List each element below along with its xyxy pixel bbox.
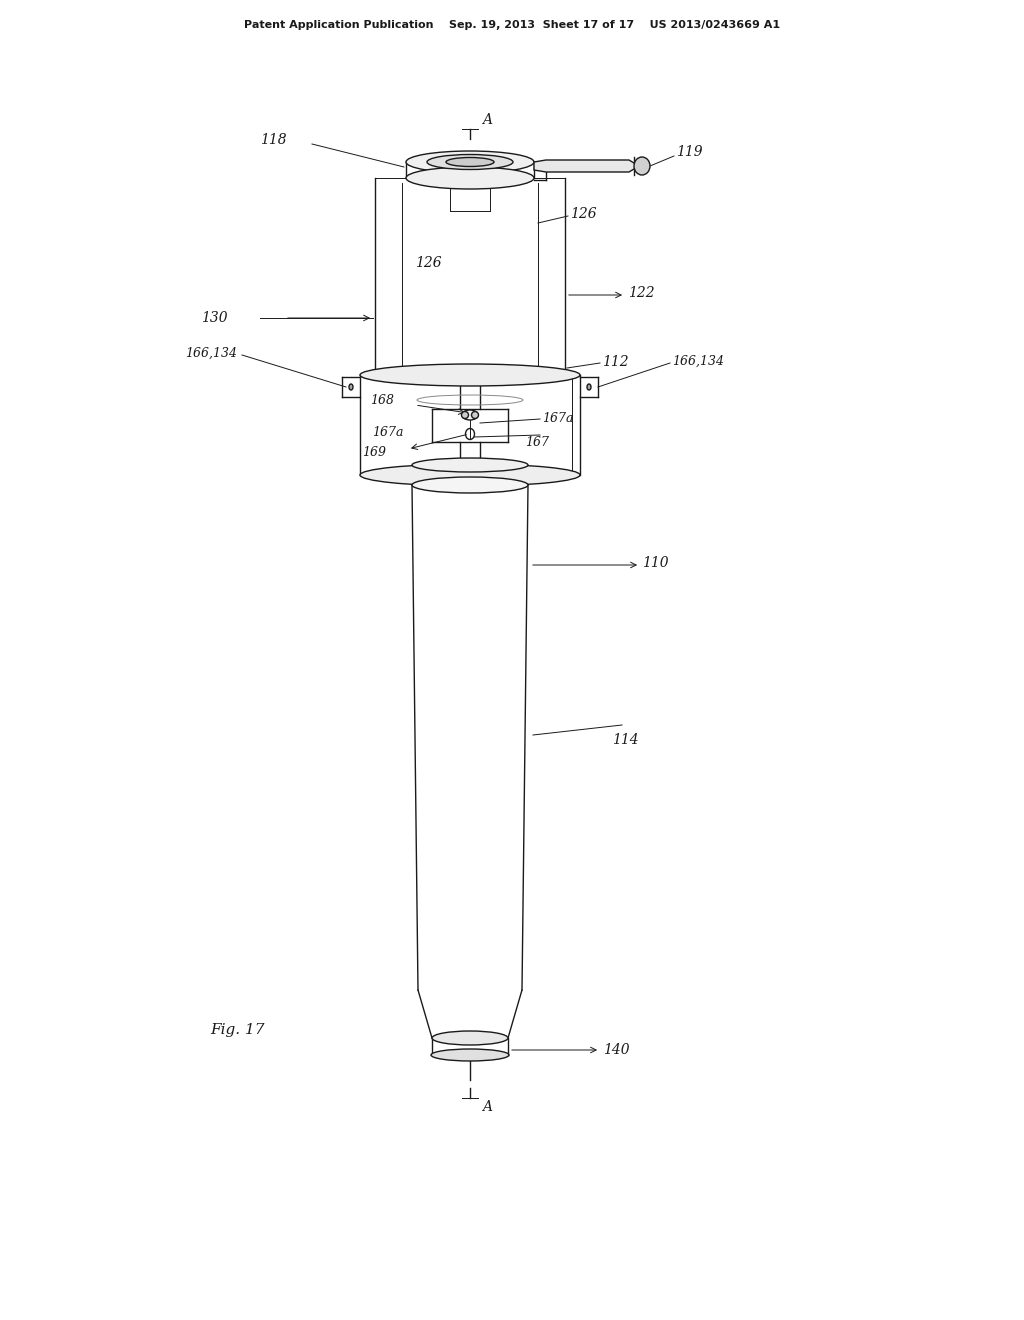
Text: 112: 112: [602, 355, 629, 370]
Text: 126: 126: [415, 256, 441, 271]
Text: 166,134: 166,134: [185, 346, 237, 359]
Text: A: A: [482, 114, 492, 127]
Ellipse shape: [634, 157, 650, 176]
Text: Fig. 17: Fig. 17: [210, 1023, 264, 1038]
Ellipse shape: [471, 412, 478, 418]
Ellipse shape: [462, 412, 469, 418]
Ellipse shape: [462, 411, 478, 420]
Ellipse shape: [431, 1049, 509, 1061]
Text: Patent Application Publication    Sep. 19, 2013  Sheet 17 of 17    US 2013/02436: Patent Application Publication Sep. 19, …: [244, 20, 780, 30]
Ellipse shape: [360, 364, 580, 385]
Text: 118: 118: [260, 133, 287, 147]
Text: 140: 140: [603, 1043, 630, 1057]
Ellipse shape: [446, 157, 494, 166]
Text: 114: 114: [612, 733, 639, 747]
Ellipse shape: [427, 154, 513, 169]
Text: 130: 130: [202, 312, 228, 325]
Text: 167: 167: [525, 437, 549, 450]
Text: 166,134: 166,134: [672, 355, 724, 367]
Ellipse shape: [375, 366, 565, 385]
Ellipse shape: [412, 458, 528, 473]
Text: 167a: 167a: [372, 426, 403, 440]
Ellipse shape: [587, 384, 591, 389]
Text: 167a: 167a: [542, 412, 573, 425]
Ellipse shape: [406, 150, 534, 173]
Text: A: A: [482, 1100, 492, 1114]
Ellipse shape: [360, 465, 580, 486]
Ellipse shape: [349, 384, 353, 389]
Text: 168: 168: [370, 395, 394, 408]
Text: 119: 119: [676, 145, 702, 158]
Ellipse shape: [412, 477, 528, 492]
Text: 110: 110: [642, 556, 669, 570]
Polygon shape: [534, 160, 639, 172]
Ellipse shape: [406, 168, 534, 189]
Text: 126: 126: [570, 207, 597, 220]
Text: 169: 169: [362, 446, 386, 458]
Text: 122: 122: [628, 286, 654, 300]
Ellipse shape: [432, 1031, 508, 1045]
